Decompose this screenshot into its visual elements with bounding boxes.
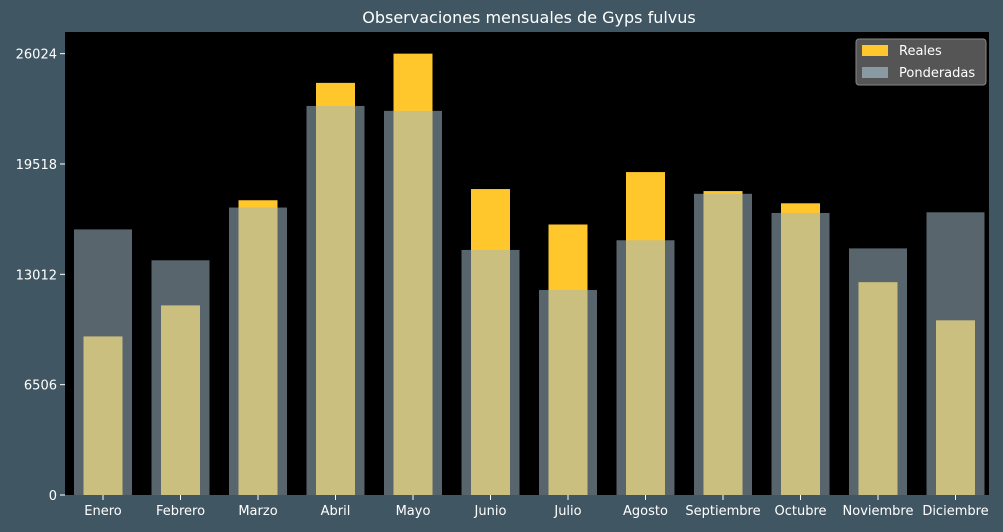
bar-ponderadas-diciembre — [926, 212, 985, 496]
bar-ponderadas-agosto — [616, 240, 675, 495]
x-tick-label: Julio — [553, 504, 581, 519]
x-tick-label: Febrero — [156, 504, 205, 519]
y-tick-label: 26024 — [16, 48, 57, 63]
bar-ponderadas-marzo — [229, 207, 287, 496]
y-tick-label: 19518 — [16, 158, 57, 173]
legend-label-ponderadas: Ponderadas — [899, 66, 975, 81]
chart-title: Observaciones mensuales de Gyps fulvus — [362, 8, 695, 27]
x-tick-label: Agosto — [623, 504, 668, 519]
x-tick-label: Septiembre — [685, 504, 760, 519]
x-tick-label: Noviembre — [843, 504, 914, 519]
x-tick-label: Octubre — [774, 504, 826, 519]
y-tick-label: 13012 — [16, 268, 57, 283]
bar-ponderadas-julio — [539, 289, 597, 495]
x-tick-label: Mayo — [396, 504, 431, 519]
bar-ponderadas-febrero — [151, 260, 210, 495]
y-tick-label: 0 — [49, 489, 57, 504]
legend-swatch-ponderadas — [862, 67, 888, 78]
bar-ponderadas-abril — [306, 105, 365, 495]
plot-area — [65, 32, 989, 495]
bar-ponderadas-septiembre — [694, 193, 752, 496]
x-tick-label: Diciembre — [922, 504, 988, 519]
bar-ponderadas-enero — [74, 229, 132, 495]
legend-label-reales: Reales — [899, 44, 942, 59]
bar-ponderadas-mayo — [384, 110, 442, 495]
x-tick-label: Enero — [84, 504, 122, 519]
bar-ponderadas-octubre — [771, 212, 830, 495]
x-tick-label: Marzo — [238, 504, 277, 519]
legend-swatch-reales — [862, 45, 888, 56]
x-tick-label: Junio — [474, 504, 507, 519]
legend-box — [855, 38, 987, 86]
x-axis: Enero Febrero Marzo Abril Mayo Junio Julio Agos… — [84, 495, 989, 519]
legend: Reales Ponderadas — [855, 38, 987, 86]
x-tick-label: Abril — [321, 504, 351, 519]
bar-ponderadas-noviembre — [849, 248, 907, 495]
bar-ponderadas-junio — [461, 249, 520, 495]
y-tick-label: 6506 — [24, 379, 57, 394]
bars-layer — [74, 53, 985, 496]
y-axis: 0 6506 13012 19518 26024 — [16, 48, 65, 504]
